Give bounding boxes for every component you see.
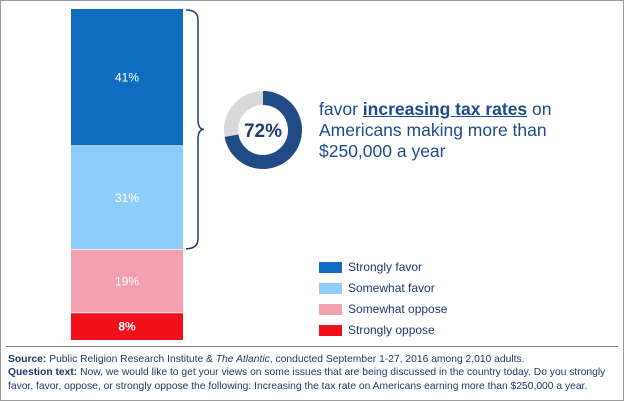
source-label: Source: [8,354,47,365]
bar-segment-strongly-oppose [71,313,183,340]
legend-label-strongly-favor: Strongly favor [348,260,423,274]
callout-text: favor increasing tax rates on Americans … [319,99,579,162]
legend-label-somewhat-favor: Somewhat favor [348,281,435,295]
bar-label-somewhat-oppose: 19% [115,274,139,288]
chart-canvas: 41% 31% 19% 8% 72% [71,9,302,340]
bar-label-strongly-favor: 41% [115,71,139,85]
source-publication: The Atlantic [215,354,270,365]
donut-value-arc [224,91,302,169]
footer-divider [6,346,618,347]
callout-suffix: on Americans making more than $250,000 a… [319,99,552,161]
bar-label-strongly-oppose: 8% [118,320,136,334]
source-note: Source: Public Religion Research Institu… [8,353,618,393]
callout-emphasis: increasing tax rates [362,99,528,119]
source-text-pre: Public Religion Research Institute & [46,354,216,365]
bar-label-somewhat-favor: 31% [115,191,139,205]
bar-segment-somewhat-favor [71,146,183,250]
bar-segment-strongly-favor [71,9,183,147]
legend-label-strongly-oppose: Strongly oppose [348,323,435,337]
bar-segment-somewhat-oppose [71,249,183,314]
legend-label-somewhat-oppose: Somewhat oppose [348,302,448,316]
legend-swatch-strongly-oppose [319,325,342,336]
legend-swatch-strongly-favor [319,262,342,273]
question-label: Question text: [8,367,78,379]
legend-swatch-somewhat-oppose [319,304,342,315]
source-text-post: , conducted September 1-27, 2016 among 2… [269,354,525,365]
donut-label: 72% [244,121,282,142]
question-text: Now, we would like to get your views on … [8,367,606,392]
legend-swatch-somewhat-favor [319,283,342,294]
favor-bracket [185,9,205,250]
callout-prefix: favor [319,99,363,119]
